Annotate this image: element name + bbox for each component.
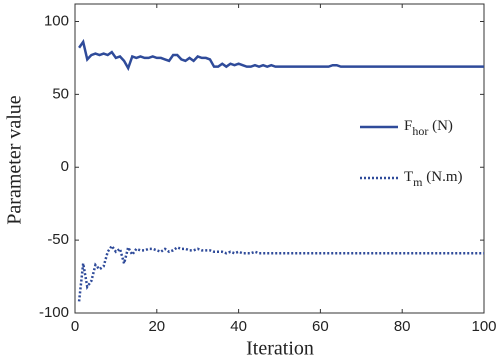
legend-label: Tm (N.m) (404, 169, 463, 188)
legend-label-part: F (404, 118, 412, 134)
y-tick-label: -100 (39, 304, 69, 321)
x-tick-label: 0 (71, 318, 79, 335)
x-tick-label: 20 (148, 318, 165, 335)
y-tick-label: 50 (52, 85, 69, 102)
legend-label: Fhor (N) (404, 118, 453, 137)
legend-label-part: T (404, 169, 413, 185)
legend-label-part: (N) (428, 118, 453, 134)
x-tick-label: 60 (312, 318, 329, 335)
data-line (77, 243, 484, 302)
x-tick-label: 100 (471, 318, 496, 335)
x-axis-title: Iteration (246, 338, 314, 360)
plot-frame (74, 3, 485, 314)
y-tick-label: 0 (61, 158, 69, 175)
y-tick-label: 100 (44, 12, 69, 29)
y-tick-label: -50 (47, 231, 69, 248)
y-axis-title: Parameter value (4, 95, 26, 224)
legend-label-part: m (413, 175, 423, 189)
legend-label-part: (N.m) (423, 169, 463, 185)
legend-label-part: hor (412, 124, 428, 138)
x-tick-label: 80 (394, 318, 411, 335)
data-line (78, 38, 484, 72)
x-tick-label: 40 (230, 318, 247, 335)
